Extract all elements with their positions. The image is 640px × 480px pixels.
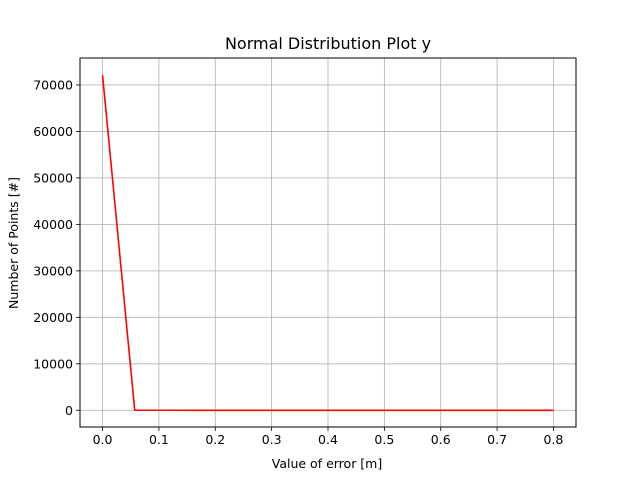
chart-title: Normal Distribution Plot y xyxy=(225,34,431,53)
x-tick-label: 0.3 xyxy=(262,432,282,447)
y-tick-label: 30000 xyxy=(33,263,73,278)
y-tick-label: 20000 xyxy=(33,310,73,325)
series-line xyxy=(101,75,554,412)
y-tick-label: 70000 xyxy=(33,77,73,92)
series-layer xyxy=(101,75,554,412)
y-axis-label: Number of Points [#] xyxy=(6,177,21,309)
x-axis-ticks: 0.0 0.1 0.2 0.3 0.4 0.5 0.6 0.7 0.8 xyxy=(93,427,564,447)
y-tick-label: 60000 xyxy=(33,124,73,139)
y-axis-ticks: 0 10000 20000 30000 40000 50000 60000 70000 xyxy=(33,77,80,418)
x-axis-label: Value of error [m] xyxy=(272,456,383,471)
grid-layer xyxy=(80,58,576,427)
plot-area: 0.0 0.1 0.2 0.3 0.4 0.5 0.6 0.7 0.8 0 10000 20000 3… xyxy=(33,57,577,447)
x-tick-label: 0.1 xyxy=(149,432,169,447)
x-tick-label: 0.7 xyxy=(487,432,507,447)
x-tick-label: 0.6 xyxy=(431,432,451,447)
x-tick-label: 0.2 xyxy=(205,432,225,447)
y-tick-label: 10000 xyxy=(33,356,73,371)
x-tick-label: 0.4 xyxy=(318,432,338,447)
y-tick-label: 0 xyxy=(65,403,73,418)
x-tick-label: 0.5 xyxy=(374,432,394,447)
y-tick-label: 50000 xyxy=(33,170,73,185)
x-tick-label: 0.8 xyxy=(544,432,564,447)
x-tick-label: 0.0 xyxy=(93,432,113,447)
y-tick-label: 40000 xyxy=(33,217,73,232)
